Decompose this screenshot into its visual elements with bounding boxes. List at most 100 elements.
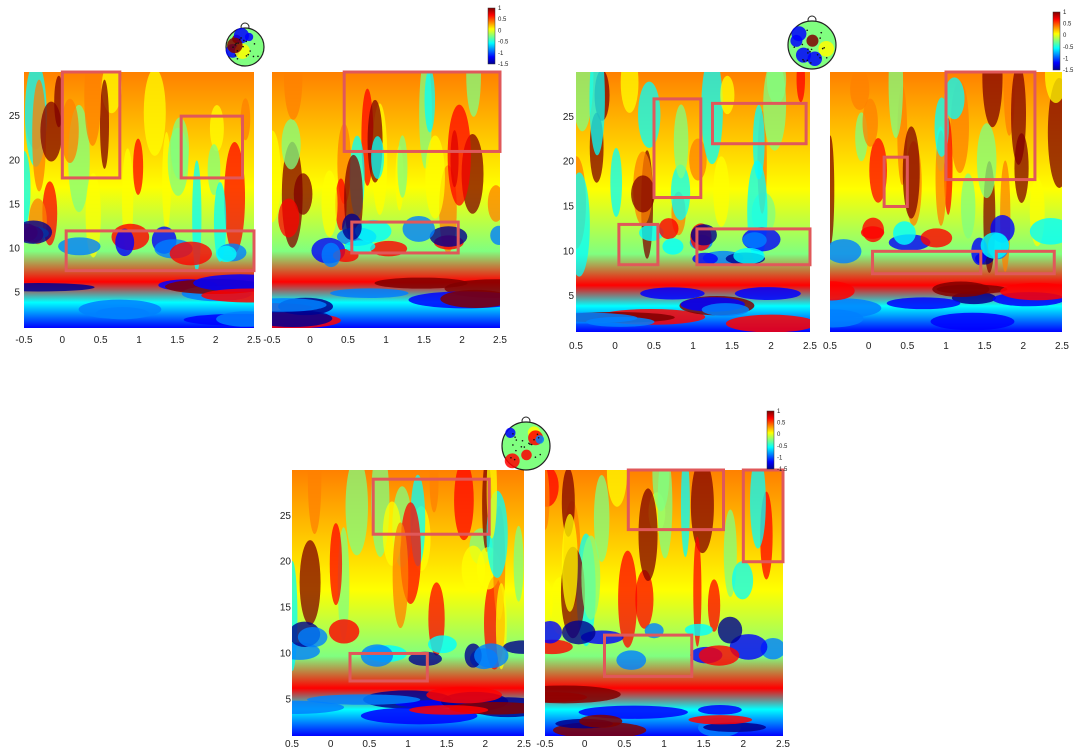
topo-blob	[504, 453, 520, 469]
topo-blob	[806, 34, 819, 47]
y-tick-label: 20	[9, 155, 21, 166]
x-tick-label: 0.5	[647, 341, 661, 352]
x-tick-label: 1	[405, 739, 411, 750]
electrode-dot	[514, 436, 516, 438]
topo-blob	[795, 47, 812, 63]
x-tick-label: 0.5	[285, 739, 299, 750]
heatmap-blob	[84, 72, 101, 146]
x-tick-label: 2	[768, 341, 774, 352]
electrode-dot	[807, 48, 809, 50]
heatmap-blob	[635, 570, 654, 629]
heatmap-blob	[99, 79, 110, 169]
heatmap-blob	[670, 164, 691, 221]
topo-blob	[818, 41, 835, 57]
heatmap-blob	[408, 651, 442, 666]
heatmap-blob	[1014, 133, 1029, 203]
electrode-dot	[257, 55, 259, 58]
heatmap-blob	[589, 72, 605, 156]
colorbar-tick-label: 0	[498, 28, 502, 34]
electrode-dot	[515, 449, 517, 452]
heatmap-blob	[207, 144, 221, 196]
heatmap-blob	[713, 156, 730, 227]
roi-box	[695, 227, 812, 267]
heatmap-blob	[742, 232, 767, 249]
electrode-dot	[807, 52, 809, 54]
x-tick-label: 2.5	[1055, 341, 1069, 352]
roi-box	[179, 114, 245, 180]
electrode-dot	[235, 42, 237, 45]
electrode-dot	[820, 31, 823, 34]
x-tick-label: 2	[483, 739, 489, 750]
electrode-dot	[236, 50, 239, 52]
x-tick-label: 0.5	[362, 739, 376, 750]
electrode-dot	[793, 46, 796, 48]
heatmap-blob	[638, 488, 658, 581]
x-tick-label: 1.5	[697, 739, 711, 750]
x-tick-label: 1.5	[978, 341, 992, 352]
roi-box	[626, 468, 725, 532]
x-tick-label: 1	[661, 739, 667, 750]
heatmap-blob	[920, 228, 953, 248]
heatmap-blob	[688, 715, 753, 725]
heatmap-blob	[429, 226, 468, 247]
roi-box	[617, 222, 660, 267]
colorbar-tick-label: -1.5	[1063, 68, 1074, 74]
heatmap-blob	[734, 287, 801, 300]
heatmap-blob	[344, 240, 376, 253]
heatmap-blob	[85, 173, 101, 258]
heatmap-blob	[545, 685, 621, 704]
heatmap-blob	[640, 287, 705, 300]
roi-box	[741, 468, 785, 564]
heatmap-blob	[143, 72, 166, 156]
electrode-dot	[247, 53, 250, 56]
heatmap-blob	[426, 686, 502, 704]
electrode-dot	[806, 59, 809, 62]
heatmap-blob	[224, 142, 246, 253]
colorbar-tick-label: -0.5	[498, 40, 509, 46]
heatmap-blob	[689, 138, 707, 181]
heatmap-blob	[24, 283, 95, 292]
heatmap-blob	[690, 470, 714, 554]
heatmap-blob	[606, 470, 628, 507]
heatmap-blob	[133, 138, 144, 195]
topo-blob	[505, 427, 516, 438]
heatmap-blob	[345, 470, 368, 556]
colorbar	[487, 7, 496, 65]
colorbar-tick-label: -0.5	[1063, 45, 1074, 51]
topo-blob	[521, 449, 532, 461]
electrode-dot	[252, 55, 255, 58]
colorbar-tick-label: 0.5	[777, 421, 786, 427]
heatmap-blob	[424, 72, 436, 133]
colorbar	[1052, 11, 1061, 71]
heatmap-blob	[698, 704, 742, 715]
colorbar-tick-label: 0.5	[498, 17, 507, 23]
heatmap-blob	[24, 151, 31, 227]
heatmap-blob	[115, 228, 135, 257]
roi-box	[994, 249, 1056, 276]
heatmap-blob	[272, 130, 281, 223]
heatmap-blob	[402, 215, 435, 242]
y-tick-label: 10	[280, 648, 292, 659]
heatmap-blob	[731, 561, 754, 600]
heatmap-blob	[58, 237, 101, 256]
heatmap-blob	[292, 700, 345, 714]
heatmap-blob	[703, 722, 766, 733]
electrode-dot	[801, 43, 804, 46]
electrode-dot	[539, 453, 542, 456]
x-tick-label: 0.5	[341, 335, 355, 346]
electrode-dot	[529, 443, 531, 445]
heatmap-blob	[201, 288, 254, 303]
heatmap-blob	[886, 297, 961, 310]
y-tick-label: 5	[568, 291, 574, 302]
x-tick-label: 2	[741, 739, 747, 750]
x-tick-label: 2	[1021, 341, 1027, 352]
electrode-dot	[234, 44, 237, 46]
electrode-dot	[515, 439, 518, 441]
x-tick-label: 1.5	[170, 335, 184, 346]
heatmap-blob	[216, 311, 254, 327]
x-tick-label: 0.5	[617, 739, 631, 750]
heatmap-blob	[1029, 217, 1062, 245]
heatmap-field	[576, 72, 810, 332]
heatmap-blob	[830, 298, 882, 318]
heatmap-blob	[545, 620, 562, 644]
